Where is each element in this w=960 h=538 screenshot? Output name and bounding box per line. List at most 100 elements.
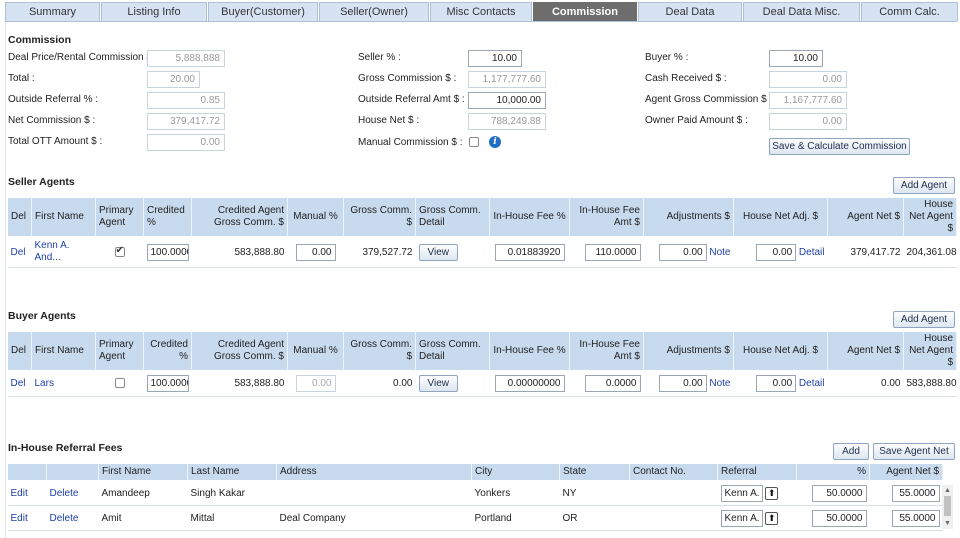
tab-comm-calc[interactable]: Comm Calc. (861, 2, 958, 21)
tab-deal-data-misc[interactable]: Deal Data Misc. (743, 2, 860, 21)
buyer-pct-label: Buyer % : (645, 52, 689, 63)
referral-fees-table: First Name Last Name Address City State … (7, 463, 943, 531)
add-referral-button[interactable]: Add (833, 443, 869, 460)
delete-link[interactable]: Del (10, 378, 26, 389)
scroll-thumb[interactable] (944, 496, 951, 516)
upload-icon[interactable]: ⬆ (765, 486, 779, 500)
buyer-agents-title: Buyer Agents (8, 310, 76, 322)
last-name-cell: Mittal (187, 505, 277, 531)
note-link[interactable]: Note (709, 246, 731, 258)
note-link[interactable]: Note (709, 378, 731, 390)
outside-referral-amt-input[interactable]: 10,000.00 (468, 92, 546, 109)
referral-input[interactable]: Kenn A. (720, 484, 763, 502)
total-ott-label: Total OTT Amount $ : (8, 136, 103, 147)
contact-cell (629, 480, 718, 506)
inhouse-pct-input[interactable]: 0.01883920 (494, 243, 565, 261)
tab-commission[interactable]: Commission (533, 2, 637, 21)
adjustments-input[interactable]: 0.00 (658, 375, 707, 392)
add-seller-agent-button[interactable]: Add Agent (893, 177, 955, 194)
col-gross-detail: Gross Comm. Detail (415, 197, 490, 237)
buyer-agents-header-row: Del First Name Primary Agent Credited % … (7, 331, 957, 371)
pct-input[interactable]: 50.0000 (811, 509, 867, 527)
gross-comm-value: 0.00 (343, 370, 416, 397)
view-button[interactable]: View (418, 375, 458, 392)
view-button[interactable]: View (418, 243, 458, 261)
tab-seller-owner[interactable]: Seller(Owner) (319, 2, 429, 21)
col-city: City (471, 463, 560, 481)
house-net-adj-input[interactable]: 0.00 (756, 243, 797, 261)
add-buyer-agent-button[interactable]: Add Agent (893, 311, 955, 328)
commission-panel (5, 22, 957, 538)
tab-divider (5, 21, 957, 22)
tab-deal-data[interactable]: Deal Data (638, 2, 742, 21)
primary-agent-checkbox[interactable] (114, 378, 125, 389)
total-field[interactable]: 20.00 (147, 71, 200, 88)
cash-received-field[interactable]: 0.00 (769, 71, 847, 88)
credited-gross-value: 583,888.80 (191, 236, 288, 268)
house-net-field[interactable]: 788,249.88 (468, 113, 546, 130)
agent-gross-field[interactable]: 1,167,777.60 (769, 92, 847, 109)
col-inhouse-pct: In-House Fee % (489, 197, 570, 237)
save-calculate-button[interactable]: Save & Calculate Commission (769, 138, 910, 155)
detail-link[interactable]: Detail (798, 246, 825, 258)
save-agent-net-button[interactable]: Save Agent Net (873, 443, 955, 460)
house-net-adj-input[interactable]: 0.00 (756, 375, 797, 392)
delete-link[interactable]: Del (10, 246, 26, 258)
upload-icon[interactable]: ⬆ (765, 511, 779, 525)
info-icon[interactable]: i (489, 136, 501, 148)
outside-referral-pct-field[interactable]: 0.85 (147, 92, 225, 109)
manual-pct-input[interactable]: 0.00 (295, 375, 336, 392)
detail-link[interactable]: Detail (798, 378, 825, 390)
cash-received-label: Cash Received $ : (645, 73, 727, 84)
agent-gross-label: Agent Gross Commission $ : (645, 94, 773, 105)
tab-listing-info[interactable]: Listing Info (101, 2, 207, 21)
edit-link[interactable]: Edit (10, 487, 28, 499)
credited-pct-input[interactable]: 100.0000 (146, 375, 189, 392)
contact-cell (629, 505, 718, 531)
referral-scrollbar[interactable]: ▲ ▼ (942, 485, 953, 529)
inhouse-amt-input[interactable]: 0.0000 (584, 375, 641, 392)
credited-pct-input[interactable]: 100.0000 (146, 243, 189, 261)
scroll-down-icon[interactable]: ▼ (944, 520, 951, 527)
tab-summary[interactable]: Summary (5, 2, 100, 21)
inhouse-pct-input[interactable]: 0.00000000 (494, 375, 565, 392)
col-address: Address (276, 463, 472, 481)
scroll-up-icon[interactable]: ▲ (944, 487, 951, 494)
first-name-cell: Amit (98, 505, 188, 531)
tab-misc-contacts[interactable]: Misc Contacts (430, 2, 532, 21)
delete-link[interactable]: Delete (49, 512, 79, 524)
deal-price-field[interactable]: 5,888,888 (147, 50, 225, 67)
manual-commission-checkbox[interactable] (469, 137, 479, 147)
owner-paid-field[interactable]: 0.00 (769, 113, 847, 130)
primary-agent-checkbox[interactable] (114, 245, 125, 257)
manual-commission-label: Manual Commission $ : (358, 137, 463, 148)
total-ott-field[interactable]: 0.00 (147, 134, 225, 151)
seller-pct-input[interactable]: 10.00 (468, 50, 522, 67)
agent-net-input[interactable]: 55.0000 (891, 509, 940, 527)
buyer-pct-input[interactable]: 10.00 (769, 50, 823, 67)
col-credited-gross: Credited Agent Gross Comm. $ (191, 331, 288, 371)
col-del: Del (7, 197, 32, 237)
agent-net-value: 0.00 (827, 370, 904, 397)
delete-link[interactable]: Delete (49, 487, 79, 499)
address-cell: Deal Company (276, 505, 472, 531)
gross-commission-field[interactable]: 1,177,777.60 (468, 71, 546, 88)
agent-name-link[interactable]: Lars (34, 378, 54, 389)
manual-pct-input[interactable]: 0.00 (295, 243, 336, 261)
seller-agents-title: Seller Agents (8, 176, 75, 188)
col-manual-pct: Manual % (287, 197, 344, 237)
referral-fees-title: In-House Referral Fees (8, 442, 123, 454)
tab-buyer-customer[interactable]: Buyer(Customer) (208, 2, 318, 21)
net-commission-field[interactable]: 379,417.72 (147, 113, 225, 130)
col-inhouse-amt: In-House Fee Amt $ (569, 331, 644, 371)
agent-net-input[interactable]: 55.0000 (891, 484, 940, 502)
inhouse-amt-input[interactable]: 110.0000 (584, 243, 641, 261)
pct-input[interactable]: 50.0000 (811, 484, 867, 502)
col-del: Del (7, 331, 32, 371)
referral-input[interactable]: Kenn A. (720, 509, 763, 527)
col-adjustments: Adjustments $ (643, 331, 734, 371)
agent-name-link[interactable]: Kenn A. And... (34, 240, 70, 263)
edit-link[interactable]: Edit (10, 512, 28, 524)
adjustments-input[interactable]: 0.00 (658, 243, 707, 261)
col-delete (46, 463, 99, 481)
